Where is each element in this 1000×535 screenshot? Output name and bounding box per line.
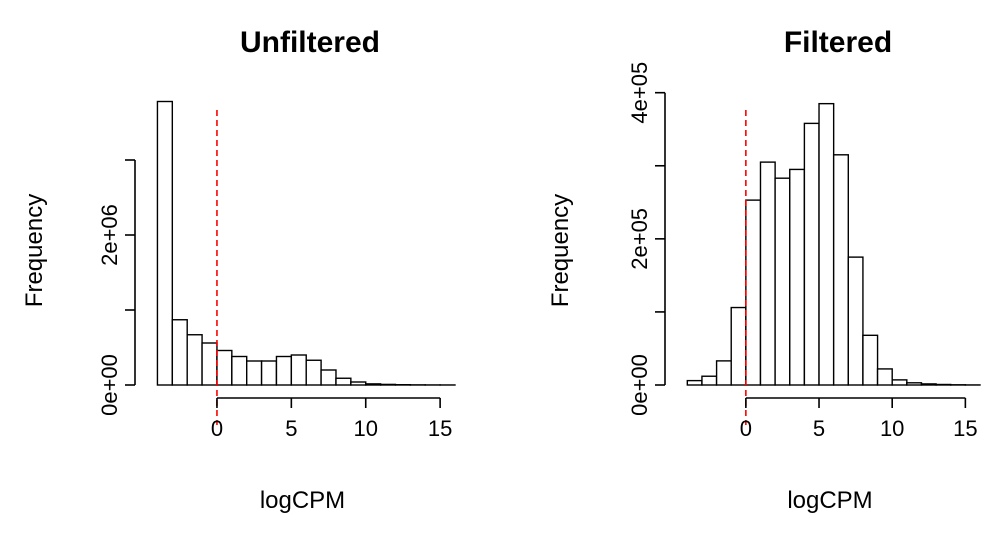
chart-title: Filtered <box>784 26 892 59</box>
y-tick-label: 0e+00 <box>97 354 122 416</box>
histogram-bar <box>818 102 835 386</box>
histogram-bar <box>920 383 937 386</box>
histogram-bar <box>730 306 747 386</box>
histogram-bar <box>745 199 762 386</box>
x-tick-label: 0 <box>211 416 223 441</box>
histogram-bar <box>231 355 248 386</box>
histogram-bar <box>715 360 732 386</box>
histogram-bar <box>320 369 337 386</box>
y-axis-label: Frequency <box>21 194 48 307</box>
histogram-bar <box>906 382 923 386</box>
y-tick-label: 4e+05 <box>627 62 652 124</box>
histogram-bar <box>701 375 718 386</box>
x-axis-label: logCPM <box>260 487 345 514</box>
chart-title: Unfiltered <box>240 26 380 59</box>
histogram-bar <box>216 349 233 386</box>
histogram-bar <box>260 360 278 386</box>
histogram-bar <box>186 334 203 386</box>
histogram-bar <box>290 354 307 386</box>
histogram-bar <box>350 381 367 386</box>
y-axis-label: Frequency <box>547 194 574 307</box>
histogram-bar <box>862 334 879 386</box>
histogram-bar <box>335 377 352 386</box>
x-tick-label: 5 <box>813 416 825 441</box>
histogram-bar <box>305 359 322 386</box>
x-tick-label: 10 <box>353 416 377 441</box>
histogram-bar <box>686 379 703 386</box>
histogram-bar <box>759 161 776 386</box>
histogram-bar <box>246 360 263 386</box>
y-tick-label: 2e+06 <box>97 204 122 266</box>
x-tick-label: 15 <box>428 416 452 441</box>
histogram-filtered: Filtered 0 5 10 15 logCPM 0e+00 2e+05 4e+05 Frequ… <box>547 26 981 514</box>
y-tick-label: 0e+00 <box>627 354 652 416</box>
x-tick-label: 10 <box>880 416 904 441</box>
histogram-bar <box>803 122 820 386</box>
histogram-bar <box>156 100 174 386</box>
y-tick-label: 2e+05 <box>627 208 652 270</box>
histogram-bar <box>379 383 397 386</box>
x-tick-label: 0 <box>740 416 752 441</box>
x-tick-label: 5 <box>285 416 297 441</box>
histogram-bar <box>935 383 952 386</box>
histogram-bar <box>789 168 806 386</box>
histogram-unfiltered: Unfiltered 0 5 10 15 logCPM 0e+00 2e+06 Frequenc… <box>21 26 456 514</box>
histogram-bar <box>275 355 293 386</box>
histogram-bar <box>891 379 908 386</box>
histogram-bar <box>201 342 218 386</box>
histogram-bar <box>847 256 864 386</box>
histogram-bar <box>832 154 849 386</box>
histogram-bar <box>171 319 188 386</box>
x-axis-label: logCPM <box>787 487 872 514</box>
histogram-bar <box>365 383 382 386</box>
x-tick-label: 15 <box>953 416 977 441</box>
histogram-bar <box>876 368 893 386</box>
histogram-bar <box>774 177 791 386</box>
